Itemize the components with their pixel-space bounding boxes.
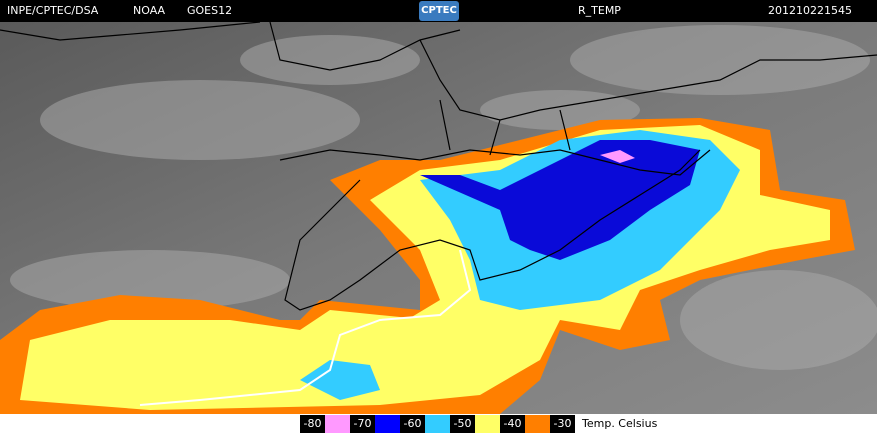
legend-swatch: [525, 415, 550, 433]
coastlines: [0, 21, 877, 311]
legend-label-box: [550, 415, 575, 433]
legend: -80 -70 -60 -50 -40 -30 Temp. Celsius: [300, 415, 658, 433]
boundary-line: [139, 249, 472, 406]
timestamp: 201210221545: [768, 4, 852, 17]
legend-label: -30: [554, 417, 572, 430]
logo: CPTEC: [421, 5, 457, 16]
legend-caption: Temp. Celsius: [581, 417, 658, 430]
legend-swatch: [425, 415, 450, 433]
logo-box: [419, 1, 459, 21]
legend-label-box: [450, 415, 475, 433]
legend-label: -40: [504, 417, 522, 430]
legend-label-box: [350, 415, 375, 433]
legend-label-box: [400, 415, 425, 433]
legend-swatch: [475, 415, 500, 433]
legend-label: -50: [454, 417, 472, 430]
temperature-overlay: [0, 118, 855, 414]
product: R_TEMP: [578, 4, 621, 17]
source: INPE/CPTEC/DSA: [7, 4, 99, 17]
legend-label: -80: [304, 417, 322, 430]
legend-swatch: [375, 415, 400, 433]
legend-label-box: [500, 415, 525, 433]
legend-label-box: [300, 415, 325, 433]
legend-swatch: [325, 415, 350, 433]
legend-label: -60: [404, 417, 422, 430]
agency: NOAA: [133, 4, 166, 17]
legend-label: -70: [354, 417, 372, 430]
satellite: GOES12: [187, 4, 232, 17]
